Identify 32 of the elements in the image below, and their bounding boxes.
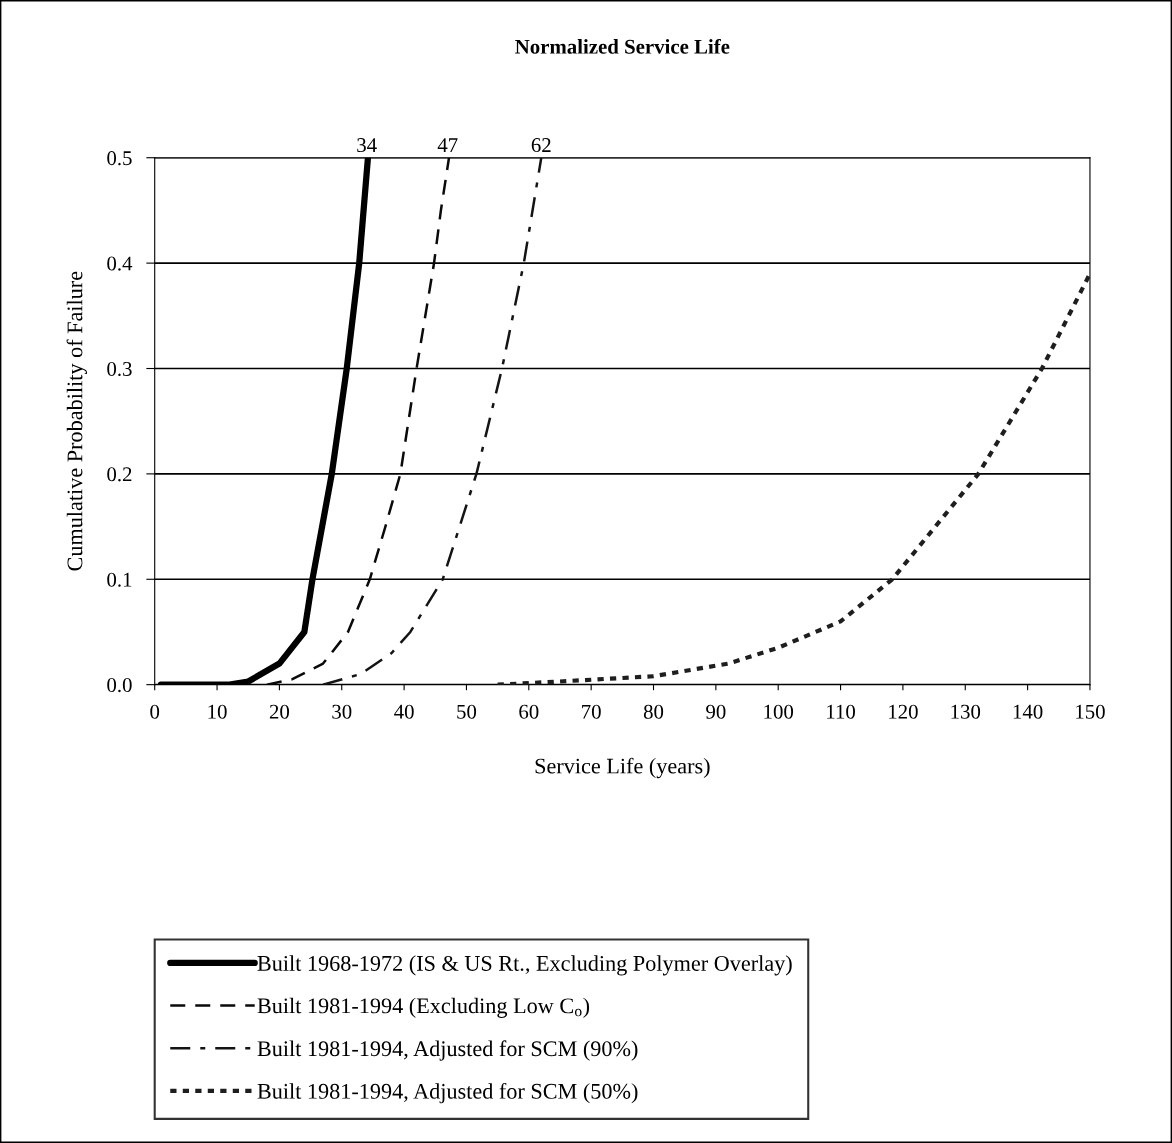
- y-axis-title: Cumulative Probability of Failure: [66, 271, 87, 571]
- x-tick-label: 10: [208, 704, 227, 719]
- chart-title: Normalized Service Life: [515, 38, 730, 54]
- y-tick-label: 0.1: [107, 572, 132, 587]
- x-tick-label: 0: [150, 704, 160, 719]
- x-tick-label: 120: [889, 704, 918, 719]
- annotation: 34: [357, 138, 377, 153]
- legend-label: Built 1981-1994, Adjusted for SCM (90%): [257, 1040, 638, 1061]
- y-tick-label: 0.4: [107, 256, 133, 271]
- y-tick-label: 0.0: [107, 678, 132, 693]
- x-tick-label: 40: [394, 704, 414, 719]
- legend-label: Built 1968-1972 (IS & US Rt., Excluding Polymer Overlay): [257, 955, 792, 976]
- y-tick-label: 0.2: [107, 467, 132, 482]
- x-tick-label: 130: [951, 704, 981, 719]
- legend-label: Built 1981-1994 (Excluding Low C$_{o}$): [257, 997, 590, 1018]
- x-tick-label: 80: [643, 704, 664, 719]
- x-tick-label: 100: [764, 704, 794, 719]
- x-tick-label: 90: [706, 704, 726, 719]
- x-tick-label: 70: [582, 704, 601, 719]
- annotation: 47: [437, 138, 458, 152]
- x-tick-label: 140: [1013, 704, 1043, 719]
- legend-label: Built 1981-1994, Adjusted for SCM (50%): [257, 1082, 638, 1104]
- x-tick-label: 30: [332, 704, 352, 719]
- annotation: 62: [531, 138, 551, 153]
- x-tick-label: 50: [457, 704, 477, 719]
- x-tick-label: 110: [827, 704, 855, 719]
- y-tick-label: 0.5: [107, 151, 132, 166]
- x-axis-title: Service Life (years): [535, 757, 710, 779]
- x-tick-label: 20: [269, 704, 290, 719]
- y-tick-label: 0.3: [107, 361, 132, 377]
- x-tick-label: 60: [519, 704, 539, 719]
- x-tick-label: 150: [1076, 704, 1105, 719]
